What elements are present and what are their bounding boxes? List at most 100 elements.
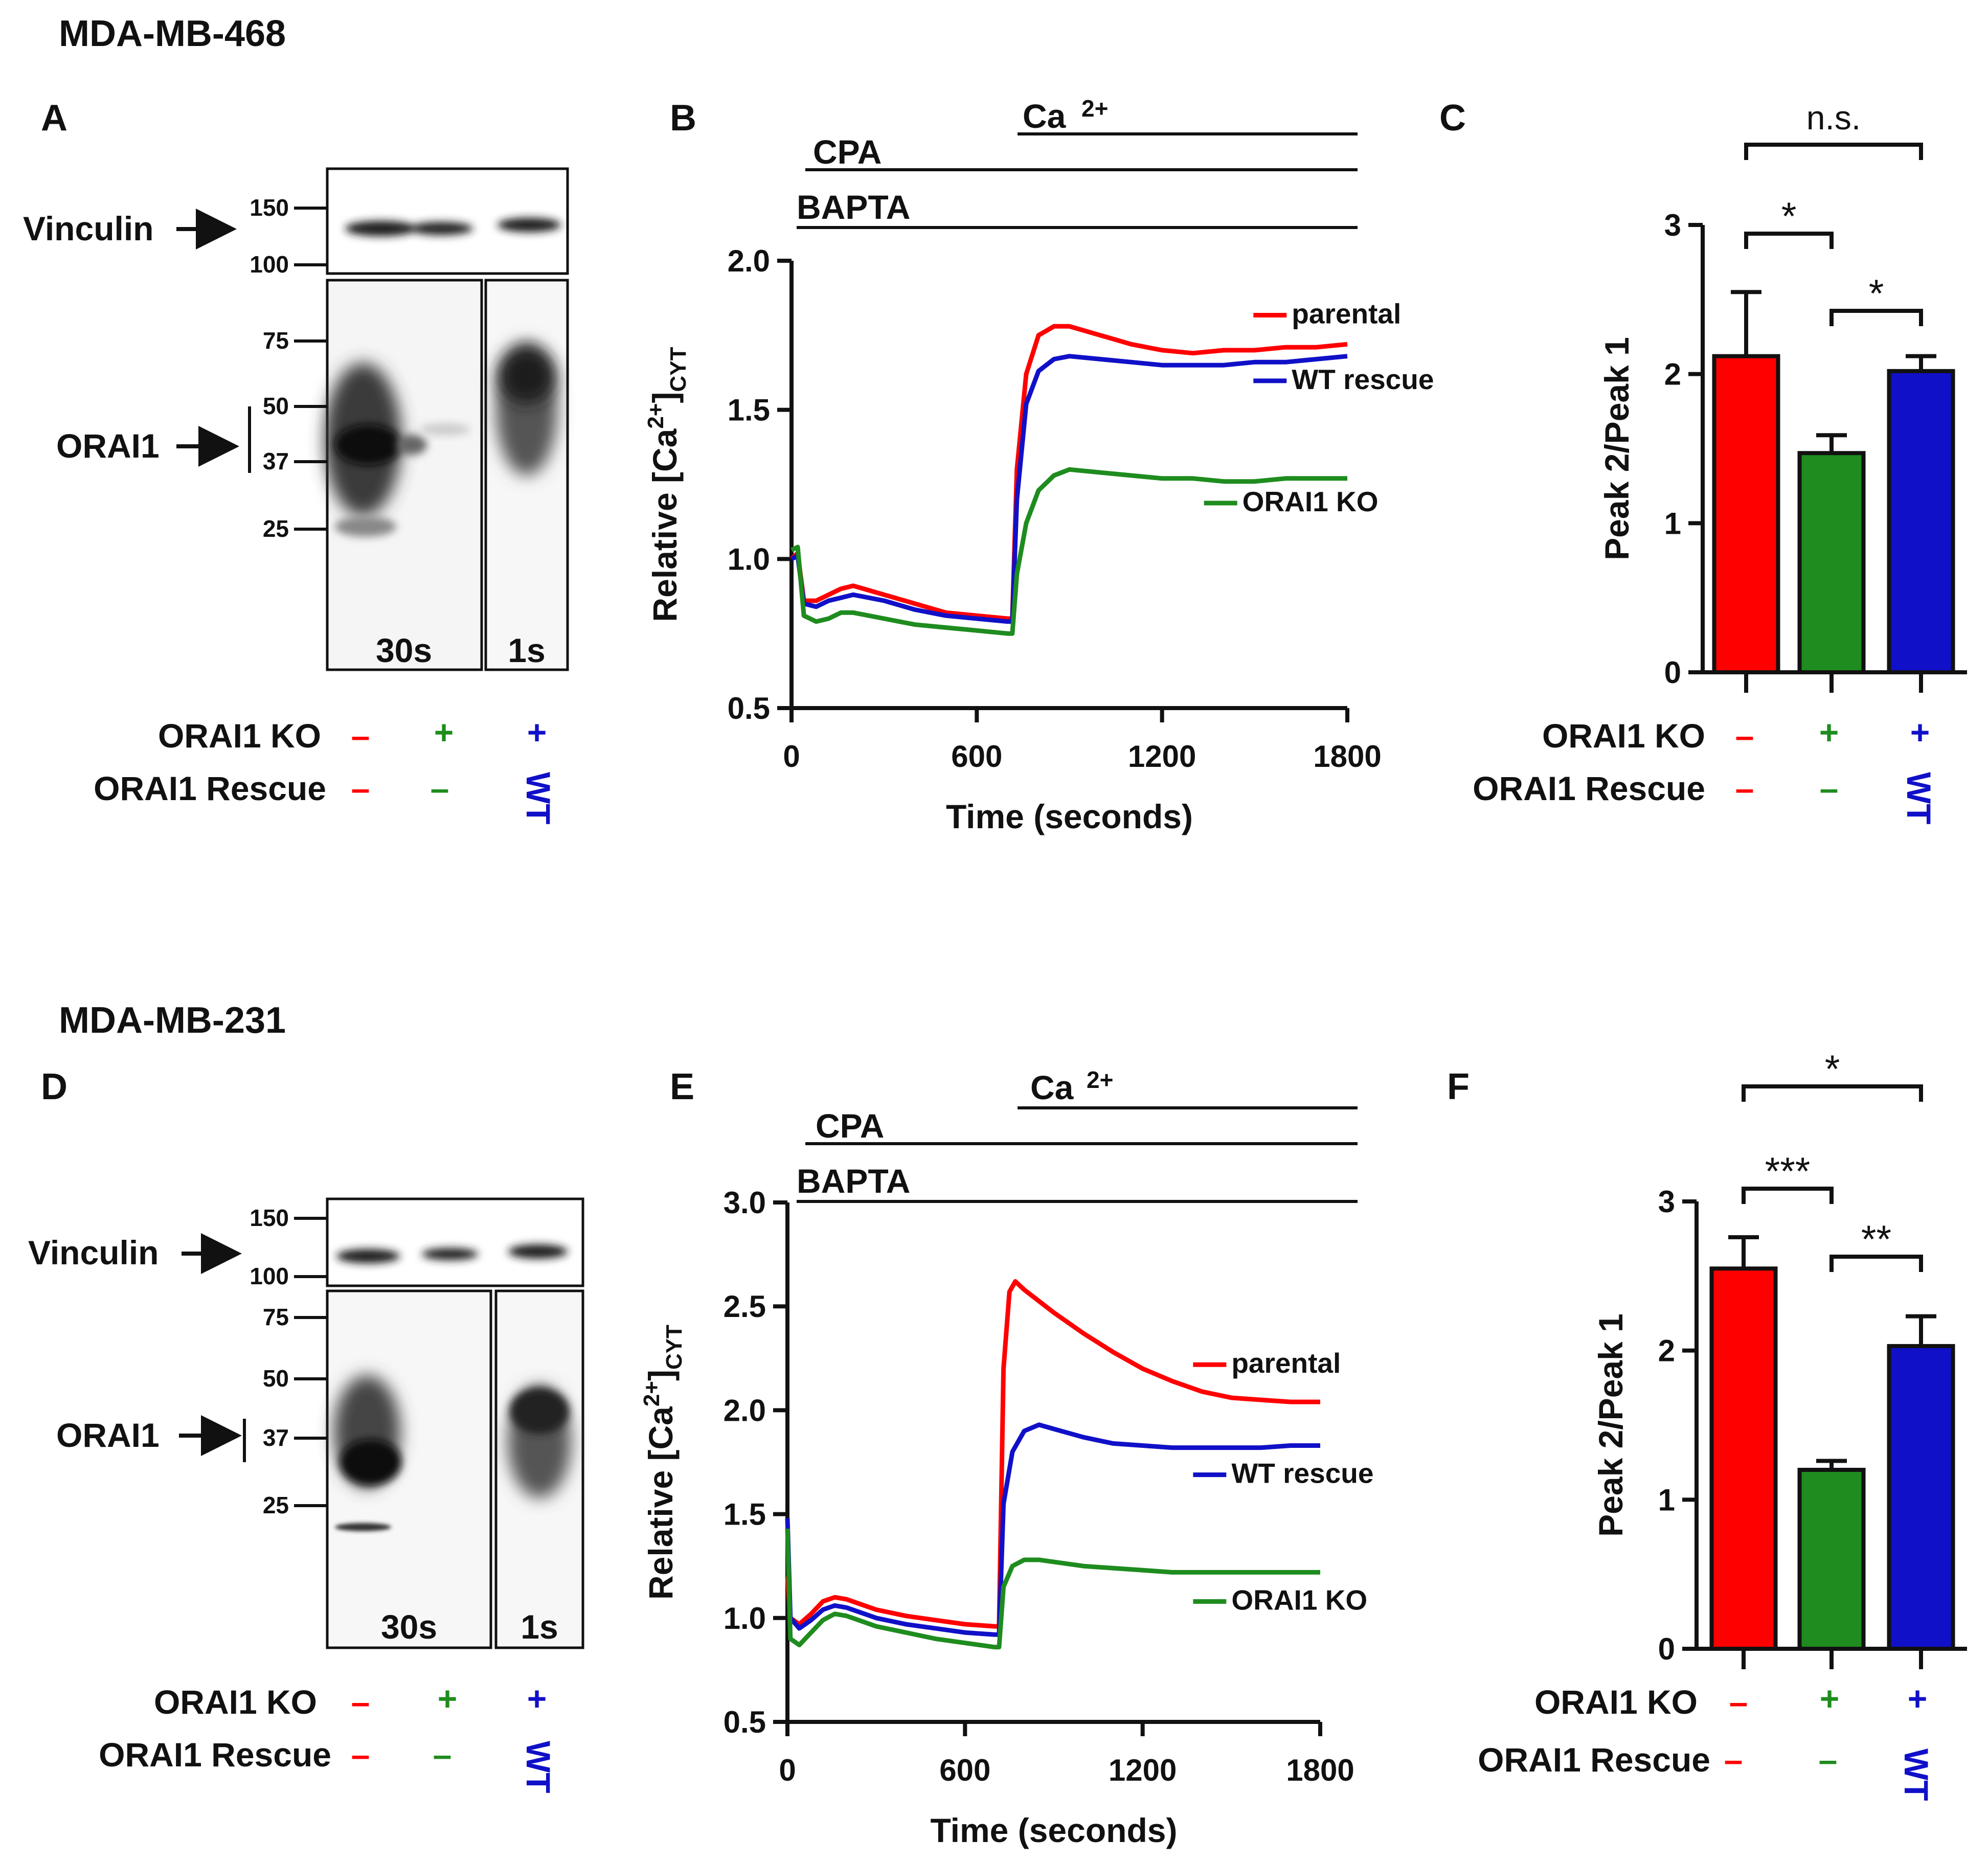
- vinculin-blot-frame-d: [326, 1197, 584, 1287]
- y-tick-label-f-0: 0: [1658, 1632, 1675, 1666]
- vinculin-band-lane-3-d: [508, 1244, 568, 1259]
- western-blot-d: 150 100 75 50 37 25 Vinculin ORAI1 30s 1…: [28, 1197, 584, 1649]
- orai1-band-lane-3: [499, 348, 555, 404]
- rescue-sign-lane-3-c: WT: [1900, 772, 1938, 825]
- ko-sign-lane-1-c: –: [1735, 717, 1754, 755]
- bar-orai1-ko-c: [1797, 451, 1866, 674]
- y-tick-label-c-2: 2: [1664, 357, 1681, 392]
- mw-label-50-d: 50: [263, 1365, 289, 1392]
- significance-label-f-2: **: [1861, 1218, 1891, 1261]
- y-axis-label-b: Relative [Ca2+]CYT: [643, 347, 691, 622]
- series-line-orai1-ko-e: [785, 1528, 1320, 1650]
- cpa-label-e: CPA: [816, 1107, 884, 1145]
- bapta-label-e: BAPTA: [797, 1162, 910, 1200]
- bars-f: ******: [1709, 1048, 1955, 1651]
- vinculin-band-lane-2-d: [422, 1248, 478, 1260]
- series-line-parental-b: [789, 324, 1348, 621]
- series-line-wt-rescue-b: [790, 354, 1348, 624]
- rescue-sign-lane-2-c: –: [1820, 769, 1839, 807]
- orai1-low-band-lane-1: [335, 516, 396, 537]
- y-tick-label-e-4: 2.5: [724, 1289, 766, 1324]
- western-blot-a: 150 100 75 50 37 25 Vinculin ORAI1 30s 1…: [23, 167, 569, 671]
- ko-sign-lane-2-a: +: [434, 713, 454, 751]
- series-line-parental-e: [785, 1279, 1320, 1629]
- chart-c: 0 1 2 3 Peak 2/Peak 1 n.s. * *: [1598, 99, 1967, 693]
- mw-label-75-a: 75: [263, 327, 289, 354]
- ko-label-a: ORAI1 KO: [158, 717, 321, 755]
- x-axis-label-e: Time (seconds): [931, 1811, 1178, 1849]
- orai1-label-a: ORAI1: [56, 427, 160, 465]
- legend-label-wt-rescue-b: WT rescue: [1292, 363, 1434, 395]
- mw-label-150-d: 150: [250, 1205, 289, 1231]
- bapta-label-b: BAPTA: [797, 188, 910, 226]
- orai1-band-lane-3-d: [510, 1388, 569, 1434]
- series-line-wt-rescue-e: [785, 1422, 1320, 1637]
- ko-sign-lane-3-d: +: [527, 1679, 547, 1717]
- treatment-bars-e: Ca 2+ CPA BAPTA: [797, 1066, 1358, 1203]
- x-tick-label-e-1: 600: [939, 1753, 990, 1787]
- y-tick-label-f-1: 1: [1658, 1483, 1675, 1517]
- chart-b: Ca 2+ CPA BAPTA 0.5 1.0 1.5 2.0 0 600 1200 1800…: [643, 95, 1434, 835]
- axes-e: 0.5 1.0 1.5 2.0 2.5 3.0 0 600 1200 1800 Time (seco…: [639, 1186, 1354, 1849]
- series-line-orai1-ko-b: [790, 467, 1347, 636]
- significance-label-c-2: *: [1869, 272, 1884, 315]
- panel-letter-f: F: [1447, 1066, 1470, 1107]
- panel-letter-a: A: [41, 98, 67, 139]
- legend-label-orai1-ko-e: ORAI1 KO: [1231, 1584, 1367, 1616]
- panel-letter-e: E: [670, 1066, 694, 1107]
- exposure-label-1s-a: 1s: [508, 631, 545, 669]
- ko-sign-lane-1-f: –: [1729, 1683, 1748, 1721]
- vinculin-band-lane-3: [498, 218, 561, 232]
- axes-b: 0.5 1.0 1.5 2.0 0 600 1200 1800 Time (seconds) Re…: [643, 244, 1382, 835]
- rescue-sign-lane-2-a: –: [431, 769, 449, 807]
- bar-parental-f: [1709, 1266, 1778, 1651]
- mw-label-37-a: 37: [263, 448, 289, 474]
- conditions-d: ORAI1 KO ORAI1 Rescue – + + – – WT: [99, 1679, 557, 1793]
- orai1-label-d: ORAI1: [56, 1416, 160, 1454]
- mw-label-150-a: 150: [250, 194, 289, 221]
- bar-orai1-ko-f: [1797, 1468, 1866, 1651]
- ca-sup-b: 2+: [1081, 95, 1108, 122]
- ca-label-e: Ca: [1030, 1069, 1074, 1106]
- rescue-sign-lane-2-d: –: [433, 1736, 452, 1774]
- rescue-sign-lane-3-a: WT: [519, 772, 557, 825]
- vinculin-bands: [345, 218, 561, 236]
- significance-bracket-f-2: [1829, 1255, 1923, 1272]
- x-tick-label-b-3: 1800: [1313, 739, 1381, 774]
- y-tick-label-e-3: 2.0: [724, 1393, 766, 1427]
- rescue-label-c: ORAI1 Rescue: [1473, 769, 1705, 807]
- ko-sign-lane-3-c: +: [1910, 713, 1930, 751]
- x-tick-label-e-0: 0: [779, 1753, 796, 1787]
- treatment-bars-b: Ca 2+ CPA BAPTA: [797, 95, 1358, 229]
- x-tick-label-b-0: 0: [783, 739, 800, 774]
- bar-wt-rescue-f: [1887, 1344, 1955, 1651]
- orai1-mw-markers-d: 75 50 37 25: [243, 1304, 327, 1518]
- ko-label-f: ORAI1 KO: [1534, 1683, 1698, 1721]
- vinculin-band-lane-1-d: [336, 1249, 400, 1263]
- y-tick-label-b-0: 0.5: [728, 691, 770, 725]
- mw-label-100-d: 100: [250, 1263, 289, 1289]
- bars-c: n.s. * *: [1712, 99, 1955, 674]
- orai1-spot-lane-2: [396, 435, 427, 455]
- exposure-label-1s-d: 1s: [521, 1608, 558, 1646]
- ko-label-d: ORAI1 KO: [154, 1683, 317, 1721]
- axes-c: 0 1 2 3 Peak 2/Peak 1: [1598, 208, 1967, 693]
- x-axis-label-b: Time (seconds): [946, 798, 1193, 835]
- significance-label-f-1: ***: [1765, 1150, 1811, 1193]
- cpa-label-b: CPA: [813, 133, 882, 171]
- exposure-label-30s-d: 30s: [381, 1608, 437, 1646]
- orai1-faint-lane-2: [419, 423, 470, 436]
- conditions-a: ORAI1 KO ORAI1 Rescue – + + – – WT: [94, 713, 557, 825]
- vinculin-band-lane-2: [410, 222, 473, 235]
- ko-sign-lane-1-d: –: [351, 1683, 370, 1721]
- ko-sign-lane-3-a: +: [527, 713, 547, 751]
- legend-label-parental-e: parental: [1231, 1347, 1341, 1379]
- x-tick-label-e-3: 1800: [1286, 1753, 1354, 1787]
- significance-bracket-c-0: [1744, 143, 1923, 160]
- mw-label-100-a: 100: [250, 251, 289, 278]
- rescue-sign-lane-1-f: –: [1724, 1741, 1743, 1779]
- orai1-bands-d: [334, 1375, 571, 1531]
- rescue-sign-lane-3-f: WT: [1897, 1748, 1935, 1801]
- cell-line-title-bottom: MDA-MB-231: [59, 1000, 286, 1041]
